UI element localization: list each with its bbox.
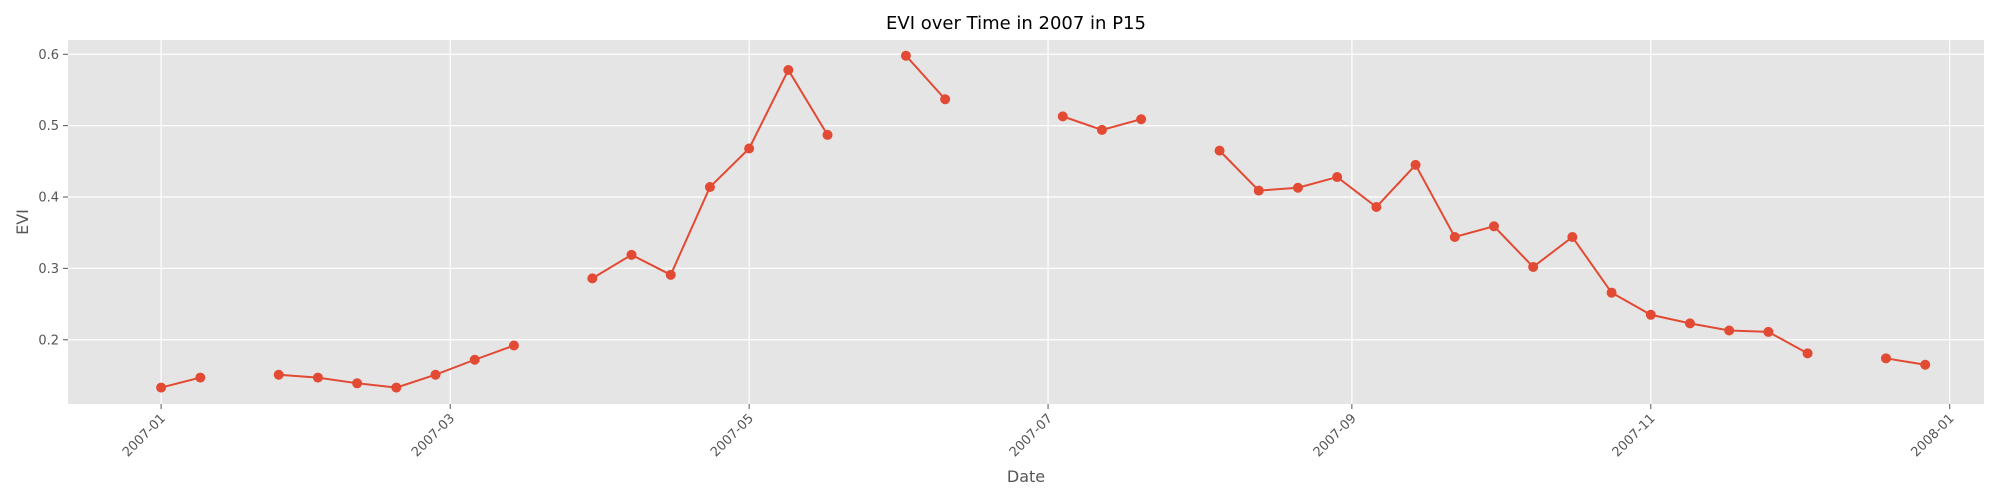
data-point: [1332, 172, 1343, 183]
x-tick-label: 2007-03: [409, 411, 458, 460]
series-line-segment: [905, 55, 946, 100]
data-point: [1880, 353, 1891, 364]
data-point: [1136, 114, 1147, 125]
data-point: [156, 382, 167, 393]
x-tick-label: 2008-01: [1909, 411, 1958, 460]
data-point: [900, 50, 911, 61]
series-line-segment: [1885, 357, 1926, 366]
x-tick-label: 2007-05: [708, 411, 757, 460]
data-point: [1684, 318, 1695, 329]
data-point: [469, 354, 480, 365]
data-point: [665, 269, 676, 280]
data-point: [391, 382, 402, 393]
data-point: [744, 143, 755, 154]
data-point: [704, 182, 715, 193]
data-point: [1567, 231, 1578, 242]
grid-lines: [68, 40, 1984, 404]
series-line-segment: [1218, 149, 1809, 355]
y-axis-label: EVI: [13, 209, 32, 235]
data-point: [1292, 182, 1303, 193]
data-point: [430, 369, 441, 380]
x-tick-label: 2007-01: [120, 411, 169, 460]
chart-title: EVI over Time in 2007 in P15: [886, 13, 1146, 34]
x-tick-label: 2007-11: [1610, 411, 1659, 460]
y-tick-label: 0.3: [38, 262, 59, 277]
data-point: [195, 372, 206, 383]
evi-series: [156, 50, 1931, 393]
data-point: [626, 249, 637, 260]
data-point: [352, 378, 363, 389]
y-axis-ticks: 0.2 0.3 0.4 0.5 0.6: [38, 48, 68, 348]
data-point: [783, 64, 794, 75]
data-point: [1410, 159, 1421, 170]
data-point: [1528, 261, 1539, 272]
x-tick-label: 2007-07: [1007, 411, 1056, 460]
data-point: [1763, 326, 1774, 337]
data-point: [587, 273, 598, 284]
data-point: [1057, 111, 1068, 122]
data-point: [312, 372, 323, 383]
y-tick-label: 0.4: [38, 191, 59, 206]
data-point: [1920, 359, 1931, 370]
data-point: [508, 340, 519, 351]
data-point: [1253, 185, 1264, 196]
data-point: [1371, 202, 1382, 213]
data-point: [940, 94, 951, 105]
y-tick-label: 0.2: [38, 333, 59, 348]
data-point: [1096, 124, 1107, 135]
data-point: [1449, 231, 1460, 242]
plot-area: [68, 40, 1984, 404]
data-point: [1488, 221, 1499, 232]
data-point: [822, 129, 833, 140]
series-line-segment: [160, 376, 201, 389]
data-point: [1802, 348, 1813, 359]
data-point: [1214, 145, 1225, 156]
data-point: [1645, 309, 1656, 320]
x-axis-label: Date: [1007, 467, 1045, 486]
y-tick-label: 0.5: [38, 119, 59, 134]
data-point: [273, 369, 284, 380]
x-axis-ticks: 2007-01 2007-03 2007-05 2007-07 2007-09 2007-…: [120, 404, 1958, 460]
x-tick-label: 2007-09: [1311, 411, 1360, 460]
y-tick-label: 0.6: [38, 48, 59, 63]
data-point: [1724, 325, 1735, 336]
data-point: [1606, 287, 1617, 298]
